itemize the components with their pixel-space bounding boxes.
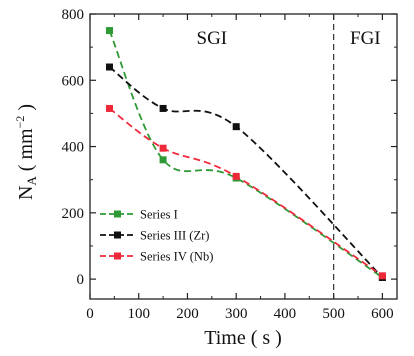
legend-marker — [114, 231, 121, 239]
series-line-3 — [108, 107, 383, 277]
x-axis-title: Time ( s ) — [204, 327, 282, 349]
y-tick-label: 800 — [62, 7, 85, 23]
legend-marker — [114, 252, 121, 260]
region-label-sgi: SGI — [197, 28, 228, 49]
data-point — [105, 63, 113, 71]
data-point — [105, 104, 113, 112]
legend-label: Series III (Zr) — [140, 229, 209, 243]
tick-labels: 0 100 200 300 400 500 600 0 200 400 600 800 — [62, 7, 394, 322]
x-tick-label: 400 — [274, 306, 297, 322]
series-line-2 — [108, 66, 384, 279]
x-tick-label: 200 — [176, 306, 199, 322]
region-label-fgi: FGI — [350, 28, 381, 49]
y-tick-label: 200 — [62, 206, 85, 222]
data-point — [232, 123, 240, 131]
data-point — [105, 27, 113, 35]
x-tick-label: 0 — [86, 306, 94, 322]
y-tick-label: 0 — [77, 272, 85, 288]
data-point — [232, 172, 240, 180]
y-tick-label: 400 — [62, 140, 85, 156]
data-point — [159, 156, 167, 164]
legend: Series I Series III (Zr) Series IV (Nb) — [100, 208, 213, 264]
x-tick-label: 600 — [371, 306, 394, 322]
y-tick-label: 600 — [62, 73, 85, 89]
legend-label: Series IV (Nb) — [140, 250, 213, 264]
legend-label: Series I — [140, 208, 178, 222]
plot-frame — [89, 13, 398, 300]
series-layer — [105, 27, 386, 281]
data-point — [159, 104, 167, 112]
legend-marker — [114, 210, 121, 218]
x-tick-label: 100 — [127, 306, 150, 322]
series-line-1 — [108, 30, 383, 279]
data-point — [378, 272, 386, 280]
x-tick-label: 300 — [225, 306, 248, 322]
y-axis-title: NA ( mm−2 ) — [13, 104, 39, 200]
data-point — [159, 144, 167, 152]
x-tick-label: 500 — [322, 306, 345, 322]
